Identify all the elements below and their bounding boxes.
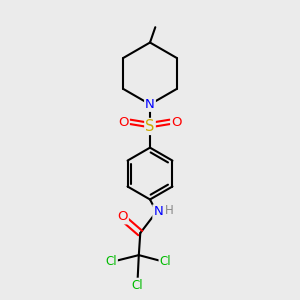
Text: N: N — [153, 205, 163, 218]
Text: Cl: Cl — [132, 279, 143, 292]
Text: O: O — [118, 116, 129, 128]
Text: O: O — [171, 116, 182, 128]
Text: Cl: Cl — [160, 255, 171, 268]
Text: Cl: Cl — [105, 255, 117, 268]
Text: O: O — [117, 210, 128, 223]
Text: S: S — [145, 119, 155, 134]
Text: H: H — [164, 204, 173, 217]
Text: N: N — [145, 98, 155, 111]
